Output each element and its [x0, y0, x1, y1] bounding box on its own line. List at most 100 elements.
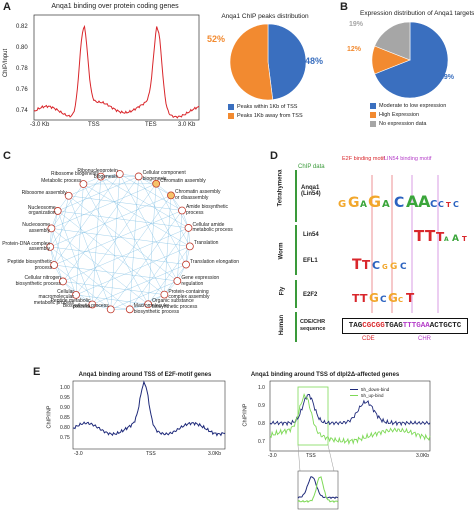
- inset-down-line: [297, 476, 339, 500]
- svg-text:G: G: [388, 291, 398, 305]
- logo-lin54: T T T A A T: [414, 227, 467, 245]
- e-right-legend-item: 5h_down-bind: [350, 387, 389, 392]
- svg-text:A: A: [382, 199, 390, 210]
- network-edge: [92, 176, 102, 305]
- network-node-label: Metabolic process: [41, 178, 82, 185]
- svg-text:T: T: [436, 230, 445, 244]
- network-edge: [75, 246, 190, 296]
- network-node-label: Chromatin assembly or disassembly: [174, 189, 221, 201]
- pie-slice-within-1kb: [267, 23, 307, 101]
- network-edge: [51, 228, 190, 247]
- network-edge: [83, 183, 149, 305]
- pie-b-legend-item: High Expression: [370, 112, 419, 118]
- network-edge: [51, 228, 77, 295]
- network-node-label: Amide biosynthetic process: [186, 204, 228, 216]
- y-tick: 0.75: [60, 435, 70, 441]
- network-edge: [68, 195, 178, 282]
- network-edge: [110, 280, 178, 310]
- group-label-fly: Fly: [279, 286, 286, 296]
- network-node: [50, 261, 59, 269]
- pie-slice-moderate: [374, 21, 449, 99]
- panel-e-right-plot: [269, 380, 431, 472]
- network-edge: [83, 183, 190, 247]
- logo-e2f2: T T G C G C T: [352, 291, 415, 305]
- network-node: [79, 180, 88, 188]
- legend-swatch: [370, 121, 376, 127]
- svg-text:T: T: [414, 227, 425, 245]
- svg-text:A: A: [418, 192, 431, 211]
- group-label-worm: Worm: [278, 242, 285, 260]
- network-edge: [62, 227, 189, 282]
- network-node: [64, 191, 73, 200]
- network-node: [152, 179, 161, 188]
- panel-e-left-title: Anqa1 binding around TSS of E2F-motif ge…: [78, 372, 212, 378]
- svg-text:A: A: [452, 234, 459, 244]
- svg-text:T: T: [362, 258, 371, 272]
- network-edge: [68, 195, 183, 211]
- y-tick: 0.82: [16, 24, 28, 30]
- svg-text:C: C: [453, 200, 459, 209]
- network-edge: [50, 176, 102, 248]
- network-edge: [57, 176, 139, 212]
- panel-a-pie-title: Anqa1 ChIP peaks distribution: [221, 13, 309, 20]
- network-edge: [50, 246, 187, 265]
- network-edge: [92, 264, 187, 305]
- network-node-label: Ribonucleoprotein biogenesis: [77, 168, 118, 180]
- y-tick: 0.80: [60, 425, 70, 431]
- network-node-label: Biosynthetic process: [62, 303, 109, 310]
- svg-text:A: A: [406, 192, 419, 211]
- panel-e-left-plot: [72, 380, 226, 450]
- network-node-label: Cellular nitrogen biosynthetic process: [15, 275, 61, 287]
- logo-anqa1: G G A G A C A A C C T C: [338, 192, 459, 211]
- svg-text:T: T: [446, 201, 451, 209]
- x-tick: TSS: [88, 122, 100, 128]
- pie-b-legend-item: No expression data: [370, 121, 426, 127]
- legend-text: Peaks 1Kb away from TSS: [237, 113, 303, 119]
- pie-a-legend-item: Peaks within 1Kb of TSS: [228, 104, 297, 110]
- x-tick: 3.0Kb: [416, 453, 430, 459]
- network-nodes: [46, 170, 194, 314]
- network-edge: [92, 195, 172, 305]
- legend-text: No expression data: [379, 121, 427, 127]
- panel-e-right-inset: [297, 470, 339, 510]
- svg-text:T: T: [352, 257, 362, 273]
- network-edge: [147, 246, 191, 305]
- network-node: [134, 172, 143, 181]
- y-tick: 0.78: [16, 66, 28, 72]
- group-bar: [295, 225, 297, 275]
- x-tick: 3.0 Kb: [178, 122, 196, 128]
- network-edge: [50, 246, 130, 310]
- network-edge: [119, 173, 178, 282]
- network-node: [184, 224, 193, 232]
- svg-text:T: T: [425, 227, 436, 245]
- svg-text:G: G: [382, 263, 388, 271]
- lin54-motif-label: LIN54 binding motif: [384, 156, 432, 162]
- legend-text: Peaks within 1Kb of TSS: [237, 104, 298, 110]
- svg-text:C: C: [398, 296, 403, 304]
- plot-frame: [72, 380, 226, 450]
- up-bind-line: [269, 392, 431, 446]
- panel-b-pie-title: Expression distribution of Anqa1 targets: [360, 10, 474, 17]
- network-node-label: Translation: [193, 240, 219, 247]
- svg-text:C: C: [372, 259, 380, 272]
- panel-a-pie: [229, 23, 307, 101]
- network-node: [59, 277, 67, 286]
- seq-suffix: ACTGCTC: [429, 322, 462, 330]
- legend-text: High Expression: [379, 112, 420, 118]
- network-edge: [147, 183, 157, 305]
- row-label-efl1: EFL1: [303, 258, 318, 264]
- network-node: [72, 291, 80, 299]
- network-edge: [110, 173, 120, 310]
- network-node-label: Peptide biosynthetic process: [7, 259, 53, 271]
- network-edge: [53, 173, 120, 266]
- legend-swatch: [350, 394, 358, 397]
- network-edge: [177, 210, 183, 282]
- network-node: [96, 172, 105, 181]
- svg-text:T: T: [360, 292, 368, 305]
- panel-b-pie: [371, 21, 449, 99]
- seq-cde: CGCGG: [362, 322, 385, 330]
- network-node: [125, 305, 134, 314]
- inset-up-line: [297, 476, 339, 503]
- chip-data-label: ChIP data: [298, 164, 325, 170]
- svg-text:G: G: [348, 195, 360, 211]
